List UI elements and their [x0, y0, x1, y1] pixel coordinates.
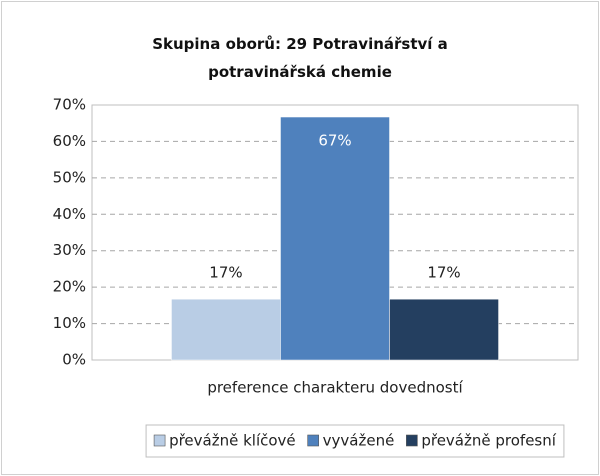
y-tick-label: 70% — [53, 96, 86, 114]
y-tick-label: 0% — [62, 351, 86, 369]
legend-swatch — [153, 434, 166, 447]
legend-swatch — [406, 434, 418, 447]
x-axis-label: preference charakteru dovedností — [207, 379, 463, 397]
chart-title: Skupina oborů: 29 Potravinářství a potra… — [152, 35, 448, 81]
bar — [389, 298, 499, 361]
legend-border — [145, 424, 565, 458]
y-tick-label: 30% — [53, 241, 86, 259]
y-tick-label: 20% — [53, 278, 86, 296]
data-label: 17% — [209, 264, 242, 282]
data-label: 67% — [318, 132, 351, 150]
bar — [171, 298, 281, 361]
legend-label: převážně klíčové — [169, 432, 296, 450]
legend-label: převážně profesní — [421, 432, 556, 450]
y-tick-label: 40% — [53, 205, 86, 223]
data-label: 17% — [427, 264, 460, 282]
bar — [280, 116, 390, 361]
y-tick-label: 60% — [53, 132, 86, 150]
y-tick-label: 10% — [53, 314, 86, 332]
legend: převážně klíčové vyvážené převážně profesn… — [153, 432, 557, 450]
y-tick-label: 50% — [53, 168, 86, 186]
legend-swatch — [307, 434, 319, 447]
legend-label: vyvážené — [323, 432, 395, 450]
